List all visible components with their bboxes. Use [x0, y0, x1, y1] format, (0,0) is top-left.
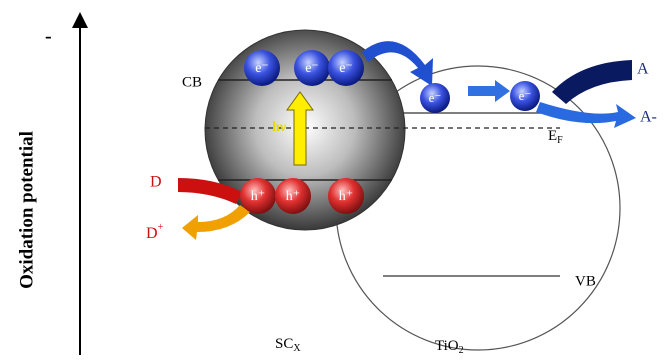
oxidation-arrow — [182, 205, 250, 240]
reduction-arrow — [536, 102, 636, 128]
electron-label: e⁻ — [255, 61, 269, 76]
sc-label: SCX — [275, 336, 301, 354]
tio2-label-sub: 2 — [459, 345, 464, 356]
donor-plus-sup: + — [158, 222, 164, 233]
donor-plus-main: D — [146, 225, 158, 242]
tio2-label-main: TiO — [435, 338, 459, 354]
donor-label: D — [150, 174, 162, 191]
sc-label-main: SC — [275, 336, 293, 352]
acceptor-minus-label: A- — [640, 109, 657, 126]
hole-label: h⁺ — [339, 189, 353, 204]
tio2-electrons: e⁻ e⁻ — [420, 81, 540, 113]
tio2-label: TiO2 — [435, 338, 464, 356]
electron-move-arrow — [468, 80, 510, 102]
electron-label: e⁻ — [339, 61, 353, 76]
fermi-sub: F — [557, 135, 563, 146]
electron-label: e⁻ — [305, 61, 319, 76]
hv-label: hν — [272, 120, 287, 135]
hole-label: h⁺ — [286, 189, 300, 204]
hole-label: h⁺ — [251, 189, 265, 204]
cb-label: CB — [182, 74, 202, 90]
donor-plus-label: D+ — [146, 222, 164, 241]
sc-label-sub: X — [293, 343, 301, 354]
vb-label: VB — [575, 273, 596, 289]
fermi-label: EF — [548, 128, 563, 146]
axis-sign: - — [45, 26, 52, 48]
sc-electrons: e⁻ e⁻ e⁻ — [244, 50, 364, 86]
axis-label: Oxidation potential — [16, 131, 37, 289]
diagram: - Oxidation potential CB EF VB hν e⁻ e⁻ … — [0, 0, 670, 361]
sc-holes: h⁺ h⁺ h⁺ — [240, 178, 364, 214]
acceptor-label: A — [637, 61, 649, 78]
electron-label: e⁻ — [519, 88, 532, 103]
electron-label: e⁻ — [429, 90, 442, 105]
acceptor-arrow — [552, 60, 632, 104]
fermi-main: E — [548, 128, 557, 144]
